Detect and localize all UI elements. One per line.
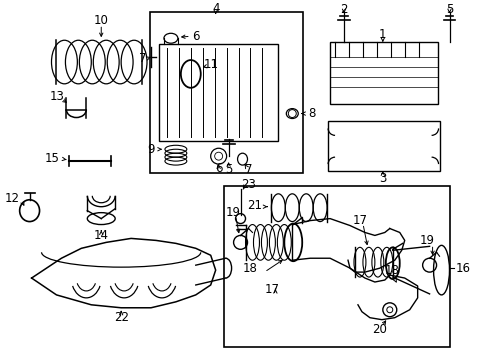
Text: 8: 8 [307, 107, 315, 120]
Text: 5: 5 [445, 3, 452, 16]
Text: 21: 21 [247, 199, 262, 212]
Text: 20: 20 [372, 323, 386, 336]
Text: 18: 18 [384, 264, 398, 276]
Text: 9: 9 [147, 143, 155, 156]
Text: 19: 19 [225, 206, 241, 219]
Bar [223, 186, 448, 347]
Text: 17: 17 [264, 283, 279, 296]
Text: 19: 19 [419, 234, 434, 247]
Text: 6: 6 [214, 162, 222, 175]
Text: 11: 11 [203, 58, 218, 71]
Text: 7: 7 [244, 163, 252, 176]
Text: 13: 13 [50, 90, 65, 103]
Text: 15: 15 [44, 152, 60, 165]
Text: 23: 23 [241, 179, 255, 192]
Text: 12: 12 [5, 192, 20, 205]
Text: 18: 18 [243, 262, 257, 275]
Text: 4: 4 [211, 2, 219, 15]
Text: 2: 2 [340, 3, 347, 16]
Text: 7: 7 [138, 51, 146, 64]
Text: 5: 5 [224, 163, 232, 176]
Text: 22: 22 [113, 311, 128, 324]
Bar [159, 44, 278, 141]
Bar [150, 13, 303, 173]
Text: 17: 17 [352, 214, 366, 227]
Text: 1: 1 [378, 28, 386, 41]
Text: 16: 16 [454, 262, 469, 275]
Bar [327, 121, 439, 171]
Text: 6: 6 [192, 30, 199, 43]
Text: 3: 3 [378, 172, 386, 185]
Bar [329, 42, 437, 104]
Text: 10: 10 [94, 14, 108, 27]
Text: 14: 14 [94, 229, 108, 242]
